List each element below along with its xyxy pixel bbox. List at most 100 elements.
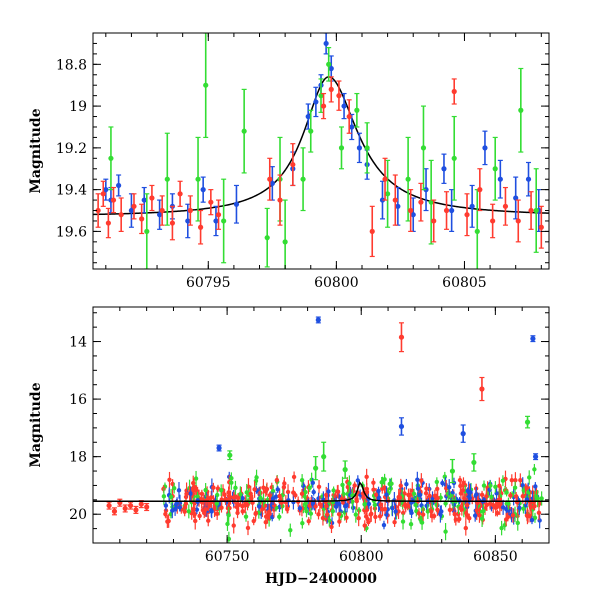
top-x-tick-label: 60800 — [314, 275, 359, 291]
bottom-band-point — [415, 477, 420, 482]
bottom-band-point — [488, 483, 493, 488]
bottom-band-point — [455, 511, 461, 517]
bottom-band-point — [474, 492, 479, 497]
bottom-band-point — [418, 517, 423, 523]
top-data-point-series-2 — [369, 228, 375, 235]
bottom-band-point — [182, 504, 188, 510]
bottom-band-point — [477, 513, 482, 518]
bottom-band-point — [193, 476, 199, 481]
bottom-band-point — [380, 486, 385, 491]
bottom-band-point — [340, 482, 345, 488]
bottom-band-point — [300, 520, 305, 526]
top-data-point-series-2 — [451, 88, 457, 95]
top-data-point-series-1 — [241, 128, 247, 134]
top-y-tick-label: 19.2 — [56, 141, 87, 157]
bottom-band-point — [408, 522, 414, 527]
bottom-band-point — [392, 519, 397, 525]
bottom-band-point — [293, 493, 298, 498]
bottom-outlier-series-0 — [530, 336, 536, 342]
bottom-band-point — [285, 507, 290, 512]
bottom-band-point — [373, 514, 378, 520]
top-data-point-series-2 — [187, 207, 193, 214]
top-data-point-series-0 — [395, 203, 401, 209]
bottom-band-point — [532, 467, 537, 472]
bottom-band-point — [512, 485, 518, 490]
bottom-band-point — [333, 504, 339, 509]
top-data-point-series-0 — [356, 145, 363, 151]
bottom-band-point — [382, 477, 387, 482]
bottom-band-point — [199, 491, 205, 496]
top-data-point-series-1 — [221, 218, 227, 224]
bottom-band-point — [299, 491, 305, 497]
bottom-band-point — [354, 498, 359, 504]
top-y-tick-label: 19.6 — [56, 224, 87, 240]
bottom-band-point — [405, 503, 410, 509]
top-data-point-series-0 — [469, 203, 475, 209]
top-data-point-series-1 — [451, 155, 457, 161]
bottom-band-point — [497, 504, 503, 509]
top-data-point-series-2 — [215, 212, 222, 218]
bottom-x-tick-label: 60850 — [473, 549, 518, 565]
bottom-band-point — [195, 494, 200, 499]
bottom-band-point — [377, 514, 383, 519]
bottom-band-point — [288, 527, 293, 533]
top-panel-frame — [92, 32, 550, 270]
bottom-band-point — [529, 517, 535, 523]
top-data-point-series-2 — [418, 199, 424, 205]
bottom-early-point — [133, 507, 139, 513]
bottom-band-point — [324, 512, 330, 517]
bottom-band-point — [434, 479, 440, 485]
bottom-band-point — [344, 515, 349, 520]
bottom-band-point — [510, 513, 516, 518]
bottom-band-point — [432, 493, 438, 499]
bottom-band-point — [452, 511, 457, 517]
top-data-point-series-0 — [423, 187, 429, 193]
bottom-band-point — [306, 519, 311, 524]
bottom-band-point — [229, 480, 234, 485]
bottom-band-point — [504, 506, 509, 512]
top-data-point-series-2 — [100, 191, 106, 197]
top-data-point-series-0 — [213, 218, 219, 224]
bottom-band-point — [350, 505, 356, 511]
bottom-band-point — [484, 502, 490, 508]
bottom-band-point — [481, 483, 487, 488]
bottom-band-point — [170, 508, 175, 513]
bottom-band-point — [311, 489, 316, 495]
top-data-point-series-0 — [233, 201, 240, 207]
bottom-band-point — [409, 510, 414, 516]
bottom-band-point — [329, 524, 334, 530]
top-data-point-series-0 — [441, 166, 447, 172]
bottom-band-point — [537, 501, 542, 506]
bottom-band-point — [307, 485, 312, 491]
top-data-point-series-2 — [392, 197, 398, 203]
top-data-point-series-1 — [282, 239, 288, 245]
bottom-band-point — [429, 513, 435, 519]
bottom-band-point — [474, 508, 480, 513]
bottom-band-point — [281, 485, 287, 490]
bottom-band-point — [244, 490, 249, 495]
top-x-tick-label: 60805 — [442, 275, 487, 291]
bottom-early-point — [127, 502, 134, 509]
bottom-band-point — [420, 512, 426, 517]
bottom-band-point — [400, 510, 406, 516]
bottom-band-point — [299, 477, 305, 483]
top-data-point-series-2 — [443, 207, 450, 214]
bottom-band-point — [261, 485, 266, 490]
bottom-band-point — [163, 511, 168, 517]
bottom-band-point — [347, 481, 352, 486]
bottom-band-point — [324, 503, 329, 509]
bottom-band-point — [447, 485, 452, 490]
top-y-tick-label: 19.4 — [56, 183, 87, 199]
top-data-point-series-2 — [267, 176, 273, 182]
top-data-point-series-0 — [141, 197, 147, 203]
bottom-band-point — [191, 507, 196, 512]
bottom-band-point — [227, 505, 232, 511]
bottom-band-point — [458, 505, 463, 511]
bottom-band-point — [256, 504, 262, 509]
top-data-point-series-2 — [515, 218, 521, 224]
bottom-outlier-series-1 — [471, 459, 477, 466]
top-y-axis-label: Magnitude — [28, 108, 44, 193]
top-data-point-series-0 — [200, 187, 206, 193]
top-data-point-series-0 — [128, 207, 135, 214]
top-data-point-series-2 — [490, 218, 496, 224]
